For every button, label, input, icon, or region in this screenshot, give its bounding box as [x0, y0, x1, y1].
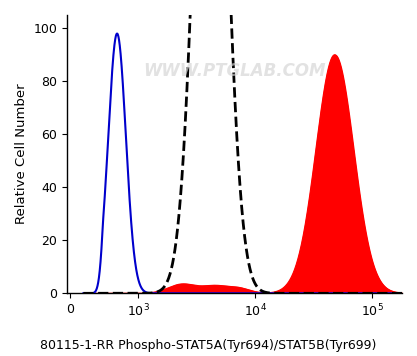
Text: 80115-1-RR Phospho-STAT5A(Tyr694)/STAT5B(Tyr699): 80115-1-RR Phospho-STAT5A(Tyr694)/STAT5B… — [40, 339, 377, 352]
Text: WWW.PTGLAB.COM: WWW.PTGLAB.COM — [143, 62, 326, 80]
Y-axis label: Relative Cell Number: Relative Cell Number — [15, 84, 28, 225]
